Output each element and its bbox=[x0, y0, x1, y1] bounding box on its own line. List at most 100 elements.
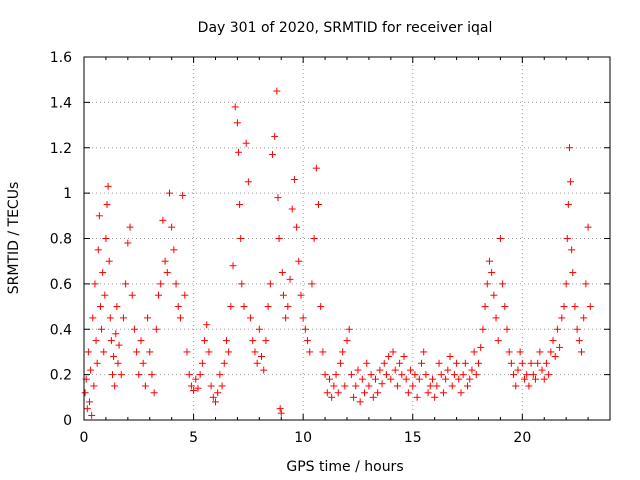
data-point bbox=[161, 257, 169, 265]
data-point bbox=[356, 398, 364, 406]
data-point bbox=[431, 393, 439, 401]
data-point bbox=[501, 303, 509, 311]
data-point bbox=[187, 382, 195, 390]
data-point bbox=[179, 191, 187, 199]
data-point bbox=[363, 359, 371, 367]
data-point bbox=[468, 366, 476, 374]
data-point bbox=[194, 384, 202, 392]
data-point bbox=[92, 337, 100, 345]
data-point bbox=[536, 348, 544, 356]
data-point bbox=[525, 382, 533, 390]
data-point bbox=[571, 303, 579, 311]
data-point bbox=[523, 371, 531, 379]
data-point bbox=[529, 371, 537, 379]
chart-title: Day 301 of 2020, SRMTID for receiver iqa… bbox=[198, 20, 493, 36]
data-point bbox=[573, 325, 581, 333]
y-axis-title: SRMTID / TECUs bbox=[6, 182, 22, 295]
data-point bbox=[400, 352, 408, 360]
data-point bbox=[442, 375, 450, 383]
data-point bbox=[492, 314, 500, 322]
data-point bbox=[117, 371, 125, 379]
data-point bbox=[428, 375, 436, 383]
data-point bbox=[141, 382, 149, 390]
data-point bbox=[330, 382, 338, 390]
data-point bbox=[110, 352, 118, 360]
data-point bbox=[196, 371, 204, 379]
data-point bbox=[343, 337, 351, 345]
data-point bbox=[389, 348, 397, 356]
data-point bbox=[268, 151, 276, 159]
data-point bbox=[222, 337, 230, 345]
data-point bbox=[516, 348, 524, 356]
data-point bbox=[251, 348, 259, 356]
data-point bbox=[549, 337, 557, 345]
axis-ticks bbox=[83, 56, 611, 421]
data-point bbox=[266, 280, 274, 288]
data-point bbox=[310, 235, 318, 242]
data-point bbox=[479, 325, 487, 333]
data-point bbox=[315, 200, 323, 208]
data-point bbox=[556, 343, 564, 351]
data-point bbox=[282, 314, 290, 322]
data-point bbox=[376, 366, 384, 374]
data-point bbox=[371, 375, 379, 383]
data-point bbox=[113, 303, 121, 311]
data-point bbox=[378, 380, 386, 388]
data-point bbox=[437, 371, 445, 379]
data-point bbox=[578, 348, 586, 356]
data-point bbox=[354, 366, 362, 374]
data-point bbox=[278, 269, 286, 277]
data-point bbox=[418, 359, 426, 367]
data-point bbox=[168, 223, 176, 231]
data-point bbox=[565, 144, 573, 152]
data-point bbox=[563, 235, 571, 242]
data-point bbox=[325, 375, 333, 383]
data-point bbox=[545, 371, 553, 379]
data-point bbox=[128, 291, 136, 299]
data-point bbox=[304, 337, 312, 345]
data-point bbox=[293, 223, 301, 231]
data-point bbox=[560, 303, 568, 311]
data-point bbox=[369, 393, 377, 401]
data-point bbox=[512, 382, 520, 390]
data-point bbox=[192, 375, 200, 383]
data-point bbox=[323, 389, 331, 397]
data-point bbox=[527, 359, 535, 367]
data-point bbox=[568, 246, 576, 254]
data-point bbox=[396, 359, 404, 367]
data-point bbox=[255, 325, 263, 333]
data-point bbox=[402, 375, 410, 383]
data-point bbox=[475, 359, 482, 367]
data-point bbox=[361, 389, 369, 397]
y-tick-label: 1.2 bbox=[50, 141, 72, 157]
data-point bbox=[575, 337, 583, 345]
data-point bbox=[518, 359, 526, 367]
data-point bbox=[207, 382, 215, 390]
y-tick-label: 1.4 bbox=[50, 95, 72, 111]
data-point bbox=[99, 269, 107, 277]
data-point bbox=[448, 382, 456, 390]
data-point bbox=[159, 216, 167, 224]
data-point bbox=[214, 389, 222, 397]
data-point bbox=[271, 132, 279, 140]
y-tick-label: 0.2 bbox=[50, 368, 72, 384]
data-point bbox=[240, 303, 248, 311]
data-point bbox=[124, 239, 132, 247]
data-point bbox=[422, 371, 430, 379]
data-point bbox=[185, 371, 193, 379]
data-point bbox=[521, 375, 529, 383]
data-point bbox=[242, 139, 250, 147]
y-tick-label: 1.6 bbox=[50, 50, 72, 66]
data-point bbox=[249, 337, 257, 345]
data-point bbox=[84, 348, 92, 356]
data-point bbox=[531, 375, 539, 383]
data-point bbox=[163, 269, 171, 277]
data-point bbox=[540, 375, 548, 383]
data-point bbox=[152, 325, 160, 333]
data-point bbox=[229, 262, 237, 270]
data-point bbox=[481, 303, 489, 311]
data-point bbox=[453, 359, 461, 367]
data-point bbox=[94, 246, 102, 254]
data-point bbox=[321, 371, 329, 379]
data-point bbox=[174, 303, 182, 311]
